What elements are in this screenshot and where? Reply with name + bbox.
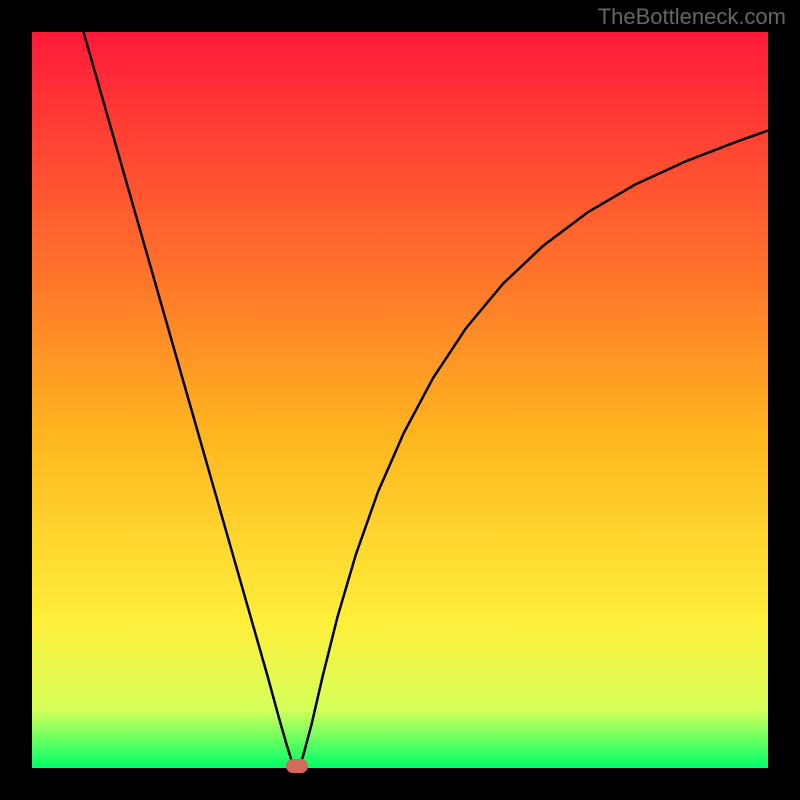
watermark-text: TheBottleneck.com bbox=[598, 4, 786, 30]
bottleneck-curve bbox=[32, 32, 768, 768]
optimum-marker bbox=[286, 759, 308, 773]
curve-path bbox=[84, 32, 768, 767]
chart-plot-area bbox=[32, 32, 768, 768]
